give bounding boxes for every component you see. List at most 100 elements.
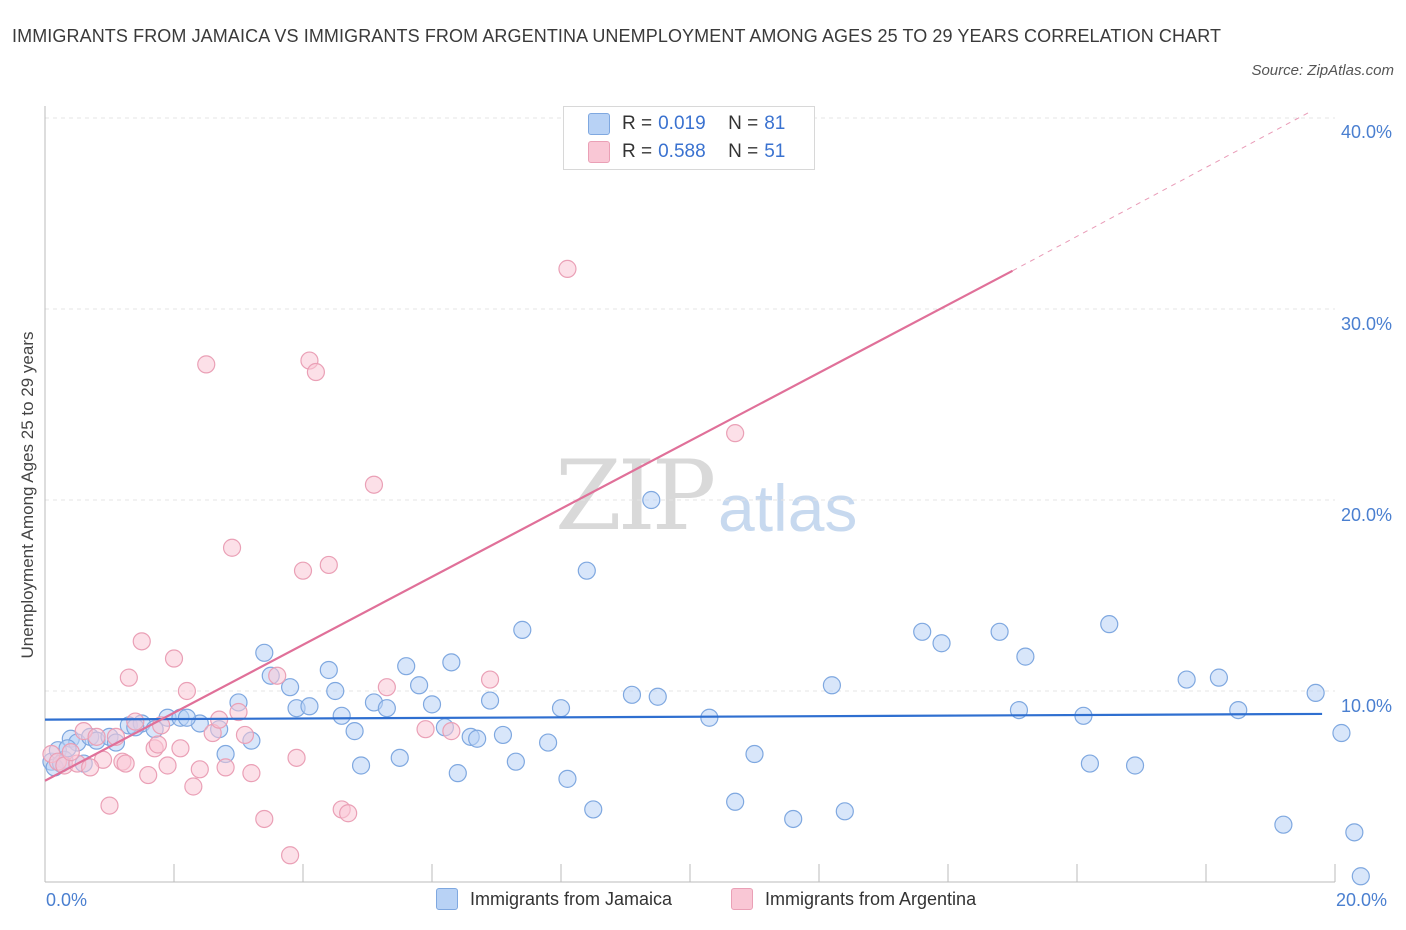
scatter-point-argentina-45 bbox=[558, 259, 577, 278]
n-value-jamaica: 81 bbox=[764, 113, 786, 134]
scatter-point-jamaica-52 bbox=[784, 809, 803, 829]
r-label: R = bbox=[622, 141, 653, 162]
x-tick-label-max: 20.0% bbox=[1336, 890, 1388, 910]
scatter-point-argentina-39 bbox=[339, 804, 358, 823]
trend-line-jamaica bbox=[44, 712, 1323, 721]
scatter-point-argentina-21 bbox=[190, 760, 209, 779]
scatter-point-argentina-50 bbox=[148, 735, 167, 754]
scatter-point-jamaica-59 bbox=[1016, 647, 1035, 666]
scatter-point-jamaica-41 bbox=[538, 733, 558, 752]
scatter-point-argentina-37 bbox=[319, 555, 338, 575]
scatter-point-argentina-32 bbox=[281, 846, 300, 865]
n-value-argentina: 51 bbox=[764, 141, 786, 162]
scatter-point-argentina-20 bbox=[184, 777, 203, 796]
scatter-point-argentina-5 bbox=[87, 727, 106, 746]
scatter-point-jamaica-22 bbox=[319, 660, 338, 680]
y-tick-label-30: 30.0% bbox=[1340, 314, 1392, 334]
legend-label-argentina: Immigrants from Argentina bbox=[765, 888, 977, 909]
watermark-atlas: atlas bbox=[718, 471, 858, 545]
scatter-point-argentina-40 bbox=[364, 475, 384, 494]
scatter-point-argentina-34 bbox=[293, 561, 313, 580]
legend-item-jamaica[interactable]: Immigrants from Jamaica bbox=[436, 888, 672, 910]
scatter-point-argentina-27 bbox=[229, 702, 248, 722]
scatter-point-jamaica-26 bbox=[351, 756, 371, 775]
scatter-point-jamaica-70 bbox=[1345, 823, 1364, 842]
scatter-point-jamaica-43 bbox=[558, 769, 577, 788]
watermark-zip: ZIP bbox=[555, 440, 716, 552]
scatter-point-jamaica-40 bbox=[513, 620, 532, 639]
scatter-point-jamaica-54 bbox=[835, 802, 854, 821]
chart-source: Source: ZipAtlas.com bbox=[1251, 62, 1394, 79]
scatter-point-argentina-13 bbox=[139, 765, 158, 785]
n-label: N = bbox=[728, 113, 759, 134]
scatter-point-argentina-33 bbox=[287, 748, 306, 767]
scatter-point-jamaica-38 bbox=[493, 725, 513, 745]
scatter-point-jamaica-23 bbox=[326, 681, 345, 701]
scatter-point-jamaica-63 bbox=[1125, 756, 1145, 775]
scatter-point-jamaica-64 bbox=[1177, 670, 1196, 689]
scatter-point-jamaica-51 bbox=[745, 744, 764, 764]
scatter-point-jamaica-46 bbox=[622, 685, 642, 704]
scatter-point-argentina-22 bbox=[197, 355, 216, 374]
scatter-point-jamaica-62 bbox=[1100, 615, 1119, 634]
scatter-point-argentina-49 bbox=[116, 754, 135, 773]
scatter-point-argentina-7 bbox=[100, 796, 119, 815]
trend-line-argentina bbox=[44, 269, 1014, 782]
scatter-point-jamaica-56 bbox=[932, 634, 951, 653]
scatter-point-jamaica-47 bbox=[642, 490, 661, 510]
scatter-point-jamaica-53 bbox=[822, 676, 842, 695]
chart-title: IMMIGRANTS FROM JAMAICA VS IMMIGRANTS FR… bbox=[12, 26, 1222, 46]
scatter-point-jamaica-35 bbox=[448, 764, 467, 783]
scatter-point-jamaica-30 bbox=[397, 657, 416, 676]
r-value-jamaica: 0.019 bbox=[658, 113, 706, 134]
legend-item-argentina[interactable]: Immigrants from Argentina bbox=[731, 888, 976, 910]
scatter-point-argentina-43 bbox=[442, 722, 461, 741]
scatter-point-argentina-18 bbox=[171, 739, 190, 758]
scatter-point-jamaica-55 bbox=[913, 622, 932, 641]
scatter-point-argentina-19 bbox=[177, 681, 196, 701]
scatter-point-jamaica-75 bbox=[177, 708, 196, 727]
y-tick-label-20: 20.0% bbox=[1340, 505, 1392, 525]
stats-legend: R = 0.019 N = 81 R = 0.588 N = 51 bbox=[563, 106, 815, 170]
scatter-point-jamaica-57 bbox=[990, 622, 1009, 641]
scatter-point-argentina-17 bbox=[164, 649, 184, 668]
scatter-point-jamaica-50 bbox=[726, 792, 745, 811]
scatter-point-jamaica-25 bbox=[345, 722, 364, 741]
scatter-point-argentina-42 bbox=[416, 720, 435, 739]
r-value-argentina: 0.588 bbox=[658, 141, 706, 162]
scatter-point-argentina-25 bbox=[216, 758, 235, 777]
scatter-point-jamaica-45 bbox=[584, 800, 603, 819]
scatter-point-jamaica-48 bbox=[648, 687, 667, 706]
x-tick-label-min: 0.0% bbox=[46, 890, 88, 910]
scatter-point-argentina-30 bbox=[255, 809, 274, 829]
argentina-legend-swatch bbox=[731, 888, 753, 910]
scatter-point-argentina-36 bbox=[306, 362, 325, 382]
stats-legend-row-jamaica: R = 0.019 N = 81 bbox=[588, 110, 785, 138]
scatter-point-jamaica-28 bbox=[377, 699, 396, 718]
scatter-point-jamaica-39 bbox=[506, 752, 525, 771]
scatter-point-jamaica-61 bbox=[1080, 754, 1100, 773]
scatter-point-jamaica-71 bbox=[1351, 867, 1370, 886]
jamaica-legend-swatch bbox=[436, 888, 458, 910]
scatter-point-jamaica-67 bbox=[1274, 815, 1293, 834]
scatter-point-jamaica-17 bbox=[255, 643, 274, 662]
scatter-point-jamaica-29 bbox=[390, 748, 409, 767]
y-tick-label-10: 10.0% bbox=[1340, 696, 1392, 716]
trend-line-argentina-extrapolated bbox=[1012, 111, 1310, 272]
scatter-point-argentina-28 bbox=[235, 725, 255, 745]
scatter-point-argentina-16 bbox=[158, 756, 177, 775]
scatter-point-jamaica-31 bbox=[410, 676, 429, 695]
scatter-point-jamaica-69 bbox=[1332, 723, 1351, 743]
scatter-point-jamaica-68 bbox=[1306, 683, 1325, 703]
scatter-point-jamaica-77 bbox=[468, 729, 487, 748]
scatter-point-argentina-12 bbox=[132, 632, 151, 651]
scatter-point-jamaica-66 bbox=[1229, 700, 1248, 720]
scatter-point-argentina-10 bbox=[119, 668, 138, 687]
jamaica-swatch bbox=[588, 113, 610, 135]
scatter-point-jamaica-34 bbox=[442, 653, 461, 672]
argentina-swatch bbox=[588, 141, 610, 163]
scatter-point-argentina-41 bbox=[377, 678, 396, 697]
scatter-point-jamaica-21 bbox=[300, 697, 319, 716]
scatter-point-jamaica-24 bbox=[332, 706, 351, 725]
